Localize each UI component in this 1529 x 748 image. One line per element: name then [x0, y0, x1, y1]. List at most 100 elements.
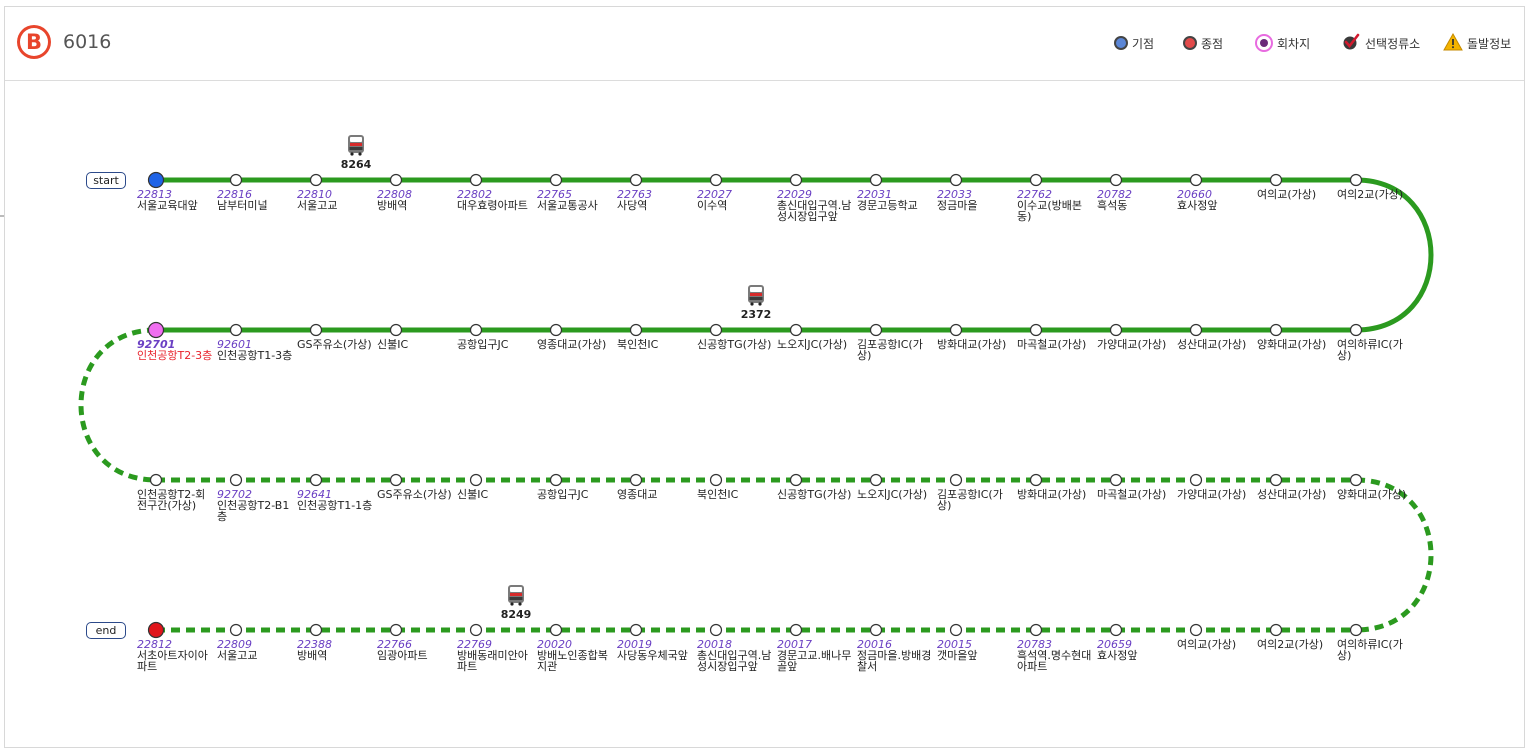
stop-label[interactable]: 북인천IC — [617, 339, 693, 350]
stop-id: 22388 — [297, 638, 332, 651]
stop-label[interactable]: 방화대교(가상) — [937, 339, 1013, 350]
stop-marker — [789, 473, 803, 487]
stop-marker — [1269, 323, 1283, 337]
route-type-letter: B — [20, 28, 48, 56]
stop-label[interactable]: 여의하류IC(가상) — [1337, 639, 1413, 661]
stop-label[interactable]: GS주유소(가상) — [377, 489, 453, 500]
stop-label[interactable]: 인천공항T2-회전구간(가상) — [137, 489, 213, 511]
check-marker-icon — [1341, 32, 1361, 55]
legend-label: 종점 — [1201, 36, 1224, 51]
stop-label[interactable]: 22765 서울교통공사 — [537, 189, 613, 211]
stop-label[interactable]: 여의교(가상) — [1257, 189, 1333, 200]
stop-label[interactable]: 20783 흑석역.명수현대아파트 — [1017, 639, 1093, 672]
stop-label[interactable]: 마곡철교(가상) — [1017, 339, 1093, 350]
route-type-logo: B — [17, 25, 51, 59]
stop-label[interactable]: 여의2교(가상) — [1257, 639, 1333, 650]
stop-label[interactable]: 20020 방배노인종합복지관 — [537, 639, 613, 672]
stop-name: 신불IC — [377, 338, 409, 351]
stop-label[interactable]: 20015 갯마을앞 — [937, 639, 1013, 661]
stop-label[interactable]: 영종대교 — [617, 489, 693, 500]
stop-label[interactable]: 92701 인천공항T2-3층 — [137, 339, 213, 361]
stop-label[interactable]: 22808 방배역 — [377, 189, 453, 211]
stop-name: 이수교(방배본동) — [1017, 199, 1083, 223]
bus-position[interactable]: 8249 — [496, 584, 536, 621]
stop-label[interactable]: 공항입구JC — [537, 489, 613, 500]
stop-label[interactable]: 22029 총신대입구역.남성시장입구앞 — [777, 189, 853, 222]
stop-label[interactable]: 마곡철교(가상) — [1097, 489, 1173, 500]
stop-name: 임광아파트 — [377, 649, 428, 662]
stop-label[interactable]: 여의2교(가상) — [1337, 189, 1413, 200]
stop-label[interactable]: 공항입구JC — [457, 339, 533, 350]
stop-name: 흑석역.명수현대아파트 — [1017, 649, 1092, 673]
stop-label[interactable]: 노오지JC(가상) — [857, 489, 933, 500]
stop-label[interactable]: 영종대교(가상) — [537, 339, 613, 350]
route-number: 6016 — [63, 31, 112, 53]
stop-label[interactable]: 20019 사당동우체국앞 — [617, 639, 693, 661]
stop-label[interactable]: 22762 이수교(방배본동) — [1017, 189, 1093, 222]
legend-selected-stop: 선택정류소 — [1341, 32, 1420, 55]
stop-marker — [469, 323, 483, 337]
stop-label[interactable]: GS주유소(가상) — [297, 339, 373, 350]
stop-label[interactable]: 성산대교(가상) — [1177, 339, 1253, 350]
stop-label[interactable]: 92641 인천공항T1-1층 — [297, 489, 373, 511]
end-tag: end — [86, 622, 126, 639]
stop-label[interactable]: 22812 서초아트자이아파트 — [137, 639, 213, 672]
bus-position[interactable]: 2372 — [736, 284, 776, 321]
stop-label[interactable]: 20782 흑석동 — [1097, 189, 1173, 211]
stop-label[interactable]: 여의하류IC(가상) — [1337, 339, 1413, 361]
stop-label[interactable]: 가양대교(가상) — [1097, 339, 1173, 350]
stop-label[interactable]: 신공항TG(가상) — [777, 489, 853, 500]
stop-label[interactable]: 북인천IC — [697, 489, 773, 500]
legend-turnaround: 회차지 — [1255, 34, 1310, 52]
stop-name: 서울고교 — [297, 199, 338, 212]
stop-id: 22769 — [457, 638, 492, 651]
stop-name: 사당역 — [617, 199, 648, 212]
stop-label[interactable]: 방화대교(가상) — [1017, 489, 1093, 500]
stop-label[interactable]: 성산대교(가상) — [1257, 489, 1333, 500]
pink-circle-icon — [1255, 34, 1273, 52]
stop-label[interactable]: 22763 사당역 — [617, 189, 693, 211]
stop-label[interactable]: 22766 임광아파트 — [377, 639, 453, 661]
stop-label[interactable]: 20659 효사정앞 — [1097, 639, 1173, 661]
stop-name: 영종대교(가상) — [537, 338, 607, 351]
stop-label[interactable]: 22031 경문고등학교 — [857, 189, 933, 211]
stop-label[interactable]: 22816 남부터미널 — [217, 189, 293, 211]
stop-label[interactable]: 20018 총신대입구역.남성시장입구앞 — [697, 639, 773, 672]
stop-id: 20782 — [1097, 188, 1132, 201]
stop-id: 22027 — [697, 188, 732, 201]
bus-position[interactable]: 8264 — [336, 134, 376, 171]
stop-label[interactable]: 20660 효사정앞 — [1177, 189, 1253, 211]
stop-label[interactable]: 22809 서울고교 — [217, 639, 293, 661]
stop-label[interactable]: 양화대교(가상) — [1337, 489, 1413, 500]
stop-label[interactable]: 20017 경문고교.배나무골앞 — [777, 639, 853, 672]
stop-marker — [469, 623, 483, 637]
stop-label[interactable]: 신불IC — [457, 489, 533, 500]
stop-label[interactable]: 20016 정금마을.방배경찰서 — [857, 639, 933, 672]
stop-label[interactable]: 22769 방배동래미안아파트 — [457, 639, 533, 672]
stop-marker — [309, 473, 323, 487]
stop-marker — [1189, 473, 1203, 487]
stop-label[interactable]: 22388 방배역 — [297, 639, 373, 661]
stop-marker — [1349, 473, 1363, 487]
stop-marker — [469, 473, 483, 487]
stop-label[interactable]: 신공항TG(가상) — [697, 339, 773, 350]
stop-label[interactable]: 22033 정금마을 — [937, 189, 1013, 211]
stop-name: 사당동우체국앞 — [617, 649, 688, 662]
stop-label[interactable]: 신불IC — [377, 339, 453, 350]
stop-marker — [709, 623, 723, 637]
stop-label[interactable]: 가양대교(가상) — [1177, 489, 1253, 500]
stop-label[interactable]: 92702 인천공항T2-B1층 — [217, 489, 293, 522]
stop-label[interactable]: 22802 대우효령아파트 — [457, 189, 533, 211]
stop-label[interactable]: 92601 인천공항T1-3층 — [217, 339, 293, 361]
stop-label[interactable]: 22810 서울고교 — [297, 189, 373, 211]
stop-label[interactable]: 22027 이수역 — [697, 189, 773, 211]
stop-label[interactable]: 김포공항IC(가상) — [857, 339, 933, 361]
stop-name: 인천공항T2-3층 — [137, 349, 213, 362]
stop-label[interactable]: 여의교(가상) — [1177, 639, 1253, 650]
stop-label[interactable]: 양화대교(가상) — [1257, 339, 1333, 350]
stop-marker — [949, 473, 963, 487]
stop-label[interactable]: 노오지JC(가상) — [777, 339, 853, 350]
route-turn-left — [78, 327, 157, 483]
stop-label[interactable]: 김포공항IC(가상) — [937, 489, 1013, 511]
stop-label[interactable]: 22813 서울교육대앞 — [137, 189, 213, 211]
